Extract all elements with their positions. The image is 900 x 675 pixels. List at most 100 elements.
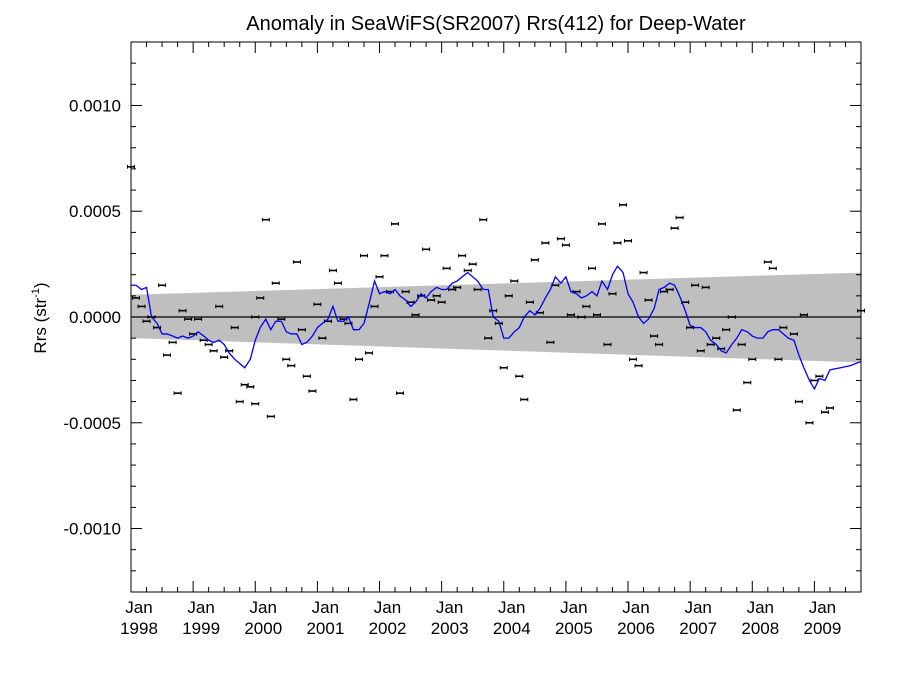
data-point-16 bbox=[209, 349, 218, 353]
x-tick-label-year-11: 2009 bbox=[803, 619, 841, 638]
data-point-73 bbox=[499, 365, 508, 370]
y-ticks: 0.0010 0.0005 0.0000 -0.0005 -0.0010 bbox=[63, 62, 861, 572]
data-point-90 bbox=[587, 266, 596, 271]
x-tick-label-year-1: 1999 bbox=[182, 619, 220, 638]
x-tick-label-year-5: 2003 bbox=[431, 619, 469, 638]
data-point-91 bbox=[592, 313, 601, 317]
x-tick-label-month-1: Jan bbox=[187, 598, 214, 617]
data-point-79 bbox=[530, 258, 539, 262]
data-point-11 bbox=[184, 317, 193, 321]
data-point-17 bbox=[215, 304, 224, 309]
data-point-130 bbox=[810, 378, 819, 383]
data-point-41 bbox=[333, 281, 342, 285]
data-point-123 bbox=[768, 266, 777, 271]
data-point-77 bbox=[520, 397, 529, 402]
y-tick-label-3: -0.0005 bbox=[63, 414, 121, 433]
x-tick-label-year-10: 2008 bbox=[741, 619, 779, 638]
data-point-71 bbox=[489, 308, 498, 313]
data-point-67 bbox=[468, 262, 477, 266]
data-point-89 bbox=[582, 304, 591, 309]
x-tick-label-month-0: Jan bbox=[125, 598, 152, 617]
x-tick-label-month-2: Jan bbox=[250, 598, 277, 617]
x-tick-label-year-3: 2001 bbox=[306, 619, 344, 638]
smoothed-anomaly-line bbox=[131, 265, 862, 391]
data-point-126 bbox=[789, 332, 798, 336]
x-tick-label-month-11: Jan bbox=[809, 598, 836, 617]
data-point-37 bbox=[313, 302, 322, 307]
data-point-105 bbox=[665, 287, 674, 292]
data-point-112 bbox=[701, 285, 710, 290]
x-tick-label-year-7: 2005 bbox=[555, 619, 593, 638]
x-tick-label-month-3: Jan bbox=[312, 598, 339, 617]
data-point-59 bbox=[427, 298, 436, 302]
x-tick-label-year-2: 2000 bbox=[244, 619, 282, 638]
data-point-100 bbox=[639, 270, 648, 275]
plot-area: 0.0010 0.0005 0.0000 -0.0005 -0.0010 Jan 1998… bbox=[63, 41, 865, 638]
data-point-99 bbox=[634, 363, 643, 368]
data-point-97 bbox=[624, 239, 633, 243]
y-tick-label-0: 0.0010 bbox=[69, 96, 121, 115]
data-point-53 bbox=[396, 391, 405, 395]
data-point-22 bbox=[240, 382, 249, 387]
y-tick-label-4: -0.0010 bbox=[63, 520, 121, 539]
data-point-121 bbox=[748, 357, 757, 362]
data-point-98 bbox=[628, 357, 637, 362]
data-point-114 bbox=[712, 336, 721, 340]
data-point-84 bbox=[556, 236, 565, 241]
data-point-32 bbox=[287, 363, 296, 368]
data-point-111 bbox=[696, 349, 705, 353]
data-point-88 bbox=[577, 315, 586, 319]
data-point-15 bbox=[204, 342, 213, 347]
data-point-74 bbox=[504, 294, 513, 298]
data-point-110 bbox=[691, 283, 700, 288]
data-point-56 bbox=[411, 313, 420, 317]
y-axis-label-close: ) bbox=[31, 282, 50, 288]
data-point-18 bbox=[220, 355, 229, 359]
data-point-124 bbox=[774, 357, 783, 362]
data-point-125 bbox=[779, 325, 788, 330]
data-point-75 bbox=[510, 279, 519, 283]
y-axis-label-superscript: -1 bbox=[30, 288, 42, 298]
data-point-28 bbox=[266, 414, 275, 419]
y-axis-label: Rrs (str-1) bbox=[30, 282, 50, 353]
data-point-117 bbox=[727, 315, 736, 319]
data-point-3 bbox=[142, 319, 151, 324]
data-point-34 bbox=[297, 327, 306, 332]
data-point-2 bbox=[137, 304, 146, 309]
data-point-116 bbox=[722, 327, 731, 332]
data-point-48 bbox=[370, 304, 379, 309]
data-point-10 bbox=[178, 308, 187, 313]
data-point-30 bbox=[277, 317, 286, 321]
data-point-129 bbox=[805, 420, 814, 425]
data-point-78 bbox=[525, 300, 534, 304]
chart-title: Anomaly in SeaWiFS(SR2007) Rrs(412) for … bbox=[246, 13, 746, 35]
data-point-93 bbox=[603, 342, 612, 347]
data-point-131 bbox=[815, 374, 824, 379]
x-tick-label-year-6: 2004 bbox=[493, 619, 531, 638]
data-point-92 bbox=[597, 222, 606, 226]
data-point-45 bbox=[355, 357, 364, 362]
x-tick-label-month-6: Jan bbox=[498, 598, 525, 617]
data-point-132 bbox=[820, 410, 829, 414]
data-point-36 bbox=[308, 389, 317, 393]
data-point-107 bbox=[675, 215, 684, 220]
data-point-49 bbox=[375, 275, 384, 279]
data-point-118 bbox=[732, 408, 741, 412]
data-point-20 bbox=[230, 325, 239, 330]
data-point-29 bbox=[271, 281, 280, 285]
data-point-76 bbox=[515, 374, 524, 379]
data-point-69 bbox=[479, 217, 488, 222]
data-point-8 bbox=[168, 340, 177, 345]
data-point-1 bbox=[131, 296, 140, 300]
data-point-86 bbox=[566, 313, 575, 317]
data-point-9 bbox=[173, 391, 182, 395]
data-point-40 bbox=[328, 268, 337, 273]
data-point-122 bbox=[763, 260, 772, 264]
data-point-61 bbox=[437, 300, 446, 304]
data-point-82 bbox=[546, 340, 555, 345]
data-point-7 bbox=[163, 353, 172, 357]
data-point-25 bbox=[251, 401, 260, 406]
data-point-102 bbox=[650, 334, 659, 338]
data-point-133 bbox=[825, 406, 834, 410]
